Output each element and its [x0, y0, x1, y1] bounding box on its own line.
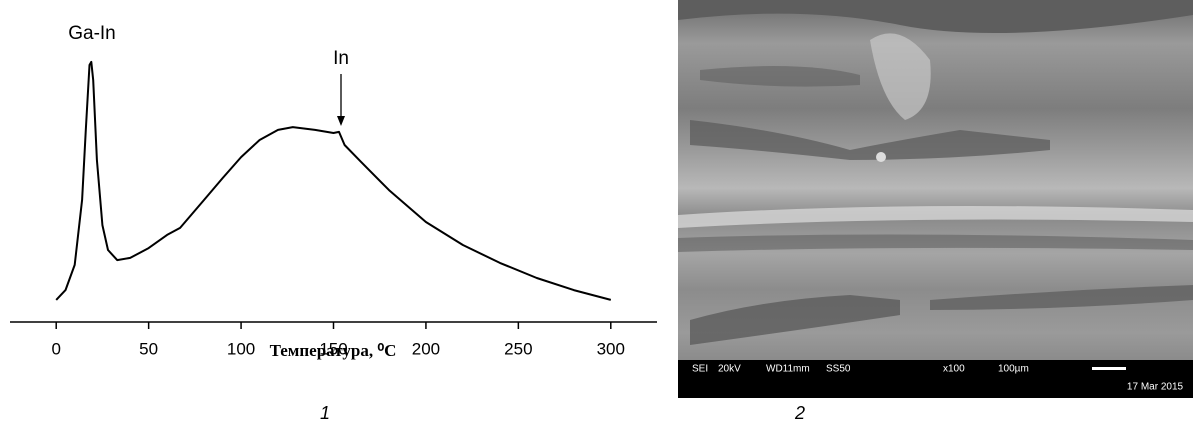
sem-label: 100µm: [998, 364, 1029, 375]
x-axis-label: Температура, ⁰C: [270, 341, 397, 360]
caption: 2: [794, 403, 805, 422]
x-tick-label: 150: [319, 339, 347, 358]
x-tick-label: 200: [412, 339, 440, 358]
line: [55, 60, 612, 301]
x-tick-label: 100: [227, 339, 255, 358]
sem-label: SEI: [692, 364, 708, 375]
sem-label: 20kV: [718, 364, 741, 375]
x-tick-label: 300: [597, 339, 625, 358]
sem-image: [678, 0, 1193, 398]
sem-label: 17 Mar 2015: [1127, 382, 1184, 393]
x-tick-label: 50: [139, 339, 158, 358]
sem-label: WD11mm: [766, 364, 810, 375]
x-tick-label: 0: [51, 339, 60, 358]
annotation: In: [333, 48, 349, 69]
line-chart: Ga-In In Температура, ⁰C: [10, 23, 657, 360]
sem-label: x100: [943, 364, 965, 375]
arrow-head: [337, 116, 345, 126]
annotation: Ga-In: [68, 23, 116, 44]
x-tick-label: 250: [504, 339, 532, 358]
caption: 1: [320, 403, 330, 422]
sem-label: SS50: [826, 364, 851, 375]
